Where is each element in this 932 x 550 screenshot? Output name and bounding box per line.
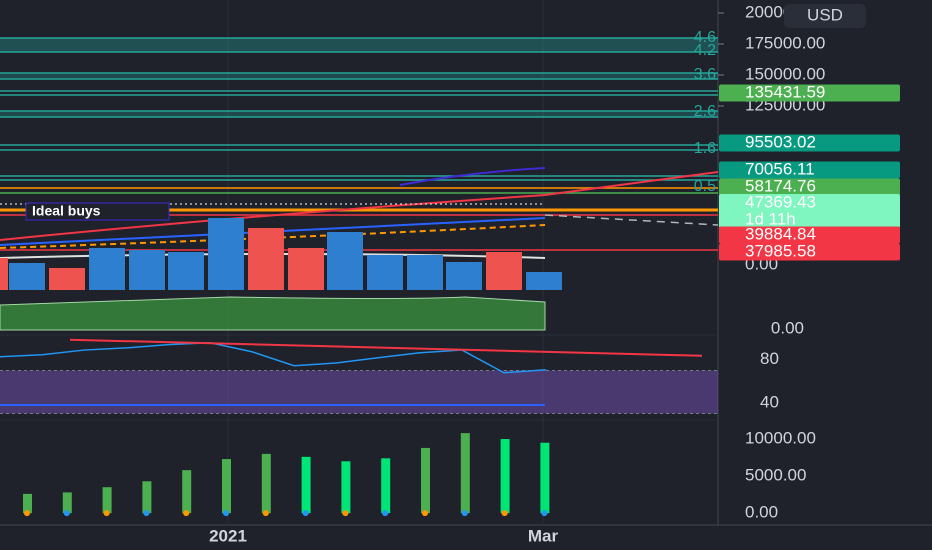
volume-bar xyxy=(301,456,311,514)
fib-label: 0.5 xyxy=(694,178,716,195)
currency: USD xyxy=(807,5,843,24)
volume-tick-label: 10000.00 xyxy=(745,429,816,448)
badge-label: 70056.11 xyxy=(745,159,815,178)
volume-bar xyxy=(341,461,351,514)
rsi-tick-label: 40 xyxy=(760,392,779,411)
rsi-line xyxy=(0,341,547,374)
currency-badge xyxy=(784,4,866,28)
volume-bar xyxy=(500,439,510,514)
annotation-box xyxy=(25,202,170,221)
fib-label: 4.6 xyxy=(694,29,716,46)
volume-dot xyxy=(183,510,190,517)
price-badge xyxy=(719,243,900,261)
badge-label: 47369.43 xyxy=(745,192,816,211)
volume-dot xyxy=(501,510,508,517)
rsi-tick-label: 80 xyxy=(760,349,779,368)
rsi-trendline xyxy=(69,338,703,357)
volume-dot xyxy=(422,510,428,517)
price-badge xyxy=(719,178,900,196)
volume-dot xyxy=(342,510,349,517)
price-badge xyxy=(719,134,900,152)
price-badge xyxy=(719,84,900,102)
fib-label: 3.6 xyxy=(694,66,716,83)
badge-label: 135431.59 xyxy=(745,82,825,101)
volume-bar xyxy=(460,433,470,514)
volume-dot xyxy=(302,510,309,517)
price-badge xyxy=(719,194,900,228)
price-histogram xyxy=(0,218,562,290)
volume-dot xyxy=(24,510,30,517)
time-label: Mar xyxy=(528,526,559,545)
price-badge xyxy=(719,226,900,244)
fib-label: 4.2 xyxy=(694,42,716,59)
volume-bar xyxy=(142,481,152,514)
volume-bar xyxy=(381,458,391,514)
badge-label: 39884.84 xyxy=(745,224,816,243)
volume-bar xyxy=(62,492,72,514)
volume-bar xyxy=(102,487,112,514)
volume-dot xyxy=(143,510,150,517)
volume-bar xyxy=(421,447,430,514)
volume-tick-label: 0.00 xyxy=(745,503,778,522)
volume-dot xyxy=(382,510,389,517)
volume-dot xyxy=(262,510,269,517)
oscillator-area xyxy=(0,296,546,331)
badge-label: 58174.76 xyxy=(745,176,816,195)
time-label: 2021 xyxy=(209,526,247,545)
volume-bar xyxy=(182,470,192,514)
volume-bar xyxy=(261,453,271,514)
volume-bar xyxy=(222,459,231,514)
volume-tick-label: 5000.00 xyxy=(745,466,806,485)
volume-dot xyxy=(461,510,468,517)
badge-countdown: 1d 11h xyxy=(745,209,796,228)
price-tick-label: 175000.00 xyxy=(745,34,825,53)
price-badge xyxy=(719,161,900,179)
axis-label: 0.00 xyxy=(771,318,804,337)
rsi-band xyxy=(0,370,718,414)
badge-label: 37985.58 xyxy=(745,241,816,260)
volume-dot xyxy=(541,510,548,517)
fib-label: 2.6 xyxy=(694,103,716,120)
annotation: Ideal buys xyxy=(32,203,101,219)
fib-levels xyxy=(0,37,718,251)
price-tick-label: 150000.00 xyxy=(745,65,825,84)
fib-label: 1.6 xyxy=(694,140,716,157)
volume-bar xyxy=(23,493,32,514)
volume-dot xyxy=(103,510,110,517)
badge-label: 95503.02 xyxy=(745,132,816,151)
volume-dot xyxy=(223,510,229,517)
volume-dot xyxy=(63,510,70,517)
volume-bar xyxy=(540,442,550,514)
